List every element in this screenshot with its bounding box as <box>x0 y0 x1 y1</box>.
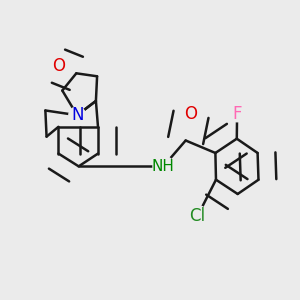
Text: N: N <box>71 106 83 124</box>
Text: O: O <box>184 105 197 123</box>
Circle shape <box>187 206 208 226</box>
Text: O: O <box>52 57 65 75</box>
Text: F: F <box>232 105 242 123</box>
Circle shape <box>183 106 199 123</box>
Circle shape <box>230 107 244 122</box>
Text: NH: NH <box>152 159 175 174</box>
Circle shape <box>153 156 174 177</box>
Circle shape <box>69 107 85 124</box>
Text: Cl: Cl <box>190 207 206 225</box>
Circle shape <box>50 58 67 74</box>
